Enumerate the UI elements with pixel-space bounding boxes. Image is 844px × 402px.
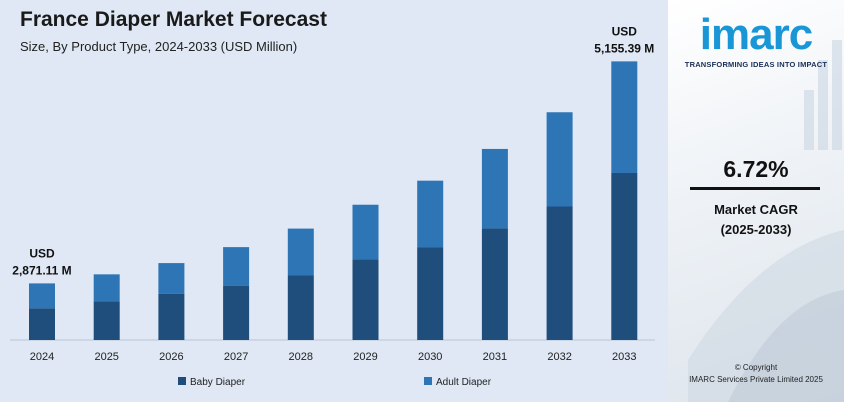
- annotation-value-2024: 2,871.11 M: [12, 263, 71, 277]
- x-tick-label-2031: 2031: [483, 351, 507, 363]
- bar-adult-diaper-2031: [481, 148, 508, 229]
- bar-baby-diaper-2025: [93, 301, 120, 340]
- chart-title: France Diaper Market Forecast: [20, 8, 327, 31]
- bar-adult-diaper-2025: [93, 274, 120, 302]
- imarc-logo: imarc TRANSFORMING IDEAS INTO IMPACT: [668, 10, 844, 70]
- bar-adult-diaper-2024: [29, 283, 55, 309]
- bar-adult-diaper-2026: [158, 263, 185, 294]
- x-tick-label-2030: 2030: [418, 351, 442, 363]
- bar-baby-diaper-2028: [287, 275, 314, 340]
- x-tick-label-2024: 2024: [30, 351, 54, 363]
- bar-baby-diaper-2030: [417, 247, 444, 340]
- cagr-label: Market CAGR: [714, 202, 798, 217]
- background-decoration: [688, 40, 844, 402]
- chart-panel: 2024 2025 2026 2027 2028 2029 2030 2031 2032 2033…: [0, 0, 668, 402]
- bar-baby-diaper-2033: [611, 172, 638, 340]
- bar-adult-diaper-2028: [287, 228, 314, 276]
- x-tick-label-2026: 2026: [159, 351, 183, 363]
- legend-label-baby-diaper: Baby Diaper: [190, 377, 246, 388]
- bar-baby-diaper-2029: [352, 259, 379, 340]
- legend-swatch-baby-diaper: [178, 377, 186, 385]
- bar-adult-diaper-2029: [352, 204, 379, 260]
- cagr-period: (2025-2033): [720, 222, 792, 237]
- legend-swatch-adult-diaper: [424, 377, 432, 385]
- bar-adult-diaper-2032: [546, 112, 573, 207]
- bar-baby-diaper-2031: [481, 228, 508, 340]
- cagr-value: 6.72%: [723, 156, 789, 182]
- logo-tagline: TRANSFORMING IDEAS INTO IMPACT: [684, 60, 828, 69]
- bar-adult-diaper-2027: [223, 247, 250, 286]
- bar-baby-diaper-2024: [29, 308, 55, 340]
- copyright: © Copyright IMARC Services Private Limit…: [668, 362, 844, 386]
- copyright-line2: IMARC Services Private Limited 2025: [689, 375, 823, 384]
- annotation-value-2033: 5,155.39 M: [594, 41, 654, 55]
- bar-adult-diaper-2030: [417, 180, 444, 248]
- bar-adult-diaper-2033: [611, 61, 638, 173]
- x-tick-label-2032: 2032: [547, 351, 571, 363]
- cagr-label-block: Market CAGR (2025-2033): [668, 200, 844, 240]
- x-tick-label-2027: 2027: [224, 351, 248, 363]
- annotation-currency-2033: USD: [612, 24, 638, 38]
- annotation-currency-2024: USD: [29, 246, 55, 260]
- logo-wordmark: imarc: [699, 10, 813, 59]
- bar-baby-diaper-2032: [546, 206, 573, 340]
- chart-subtitle: Size, By Product Type, 2024-2033 (USD Mi…: [20, 39, 298, 54]
- x-tick-label-2029: 2029: [353, 351, 377, 363]
- bar-baby-diaper-2026: [158, 293, 185, 340]
- x-tick-label-2033: 2033: [612, 351, 636, 363]
- legend-label-adult-diaper: Adult Diaper: [436, 377, 492, 388]
- stacked-bar-chart: 2024 2025 2026 2027 2028 2029 2030 2031 2032 2033…: [10, 24, 655, 388]
- copyright-line1: © Copyright: [734, 363, 778, 372]
- cagr-divider: [690, 187, 820, 190]
- x-tick-label-2028: 2028: [289, 351, 313, 363]
- sidebar: imarc TRANSFORMING IDEAS INTO IMPACT 6.7…: [668, 0, 844, 402]
- bar-baby-diaper-2027: [223, 285, 250, 340]
- x-tick-label-2025: 2025: [94, 351, 118, 363]
